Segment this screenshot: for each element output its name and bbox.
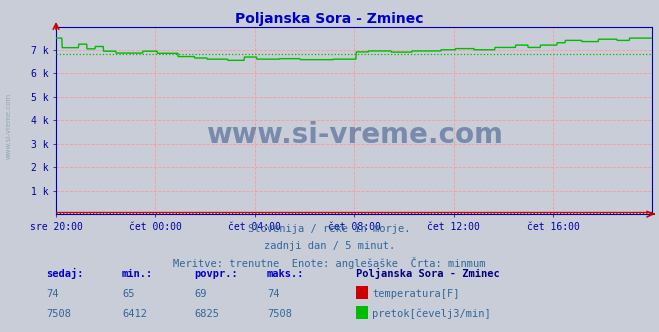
Text: min.:: min.: bbox=[122, 269, 153, 279]
Text: 65: 65 bbox=[122, 289, 134, 299]
Text: Slovenija / reke in morje.: Slovenija / reke in morje. bbox=[248, 224, 411, 234]
Text: povpr.:: povpr.: bbox=[194, 269, 238, 279]
Text: temperatura[F]: temperatura[F] bbox=[372, 289, 460, 299]
Text: 69: 69 bbox=[194, 289, 207, 299]
Text: pretok[čevelj3/min]: pretok[čevelj3/min] bbox=[372, 308, 491, 319]
Text: Poljanska Sora - Zminec: Poljanska Sora - Zminec bbox=[235, 12, 424, 26]
Text: 7508: 7508 bbox=[46, 309, 71, 319]
Text: zadnji dan / 5 minut.: zadnji dan / 5 minut. bbox=[264, 241, 395, 251]
Text: 6825: 6825 bbox=[194, 309, 219, 319]
Text: 74: 74 bbox=[267, 289, 279, 299]
Text: Meritve: trenutne  Enote: anglešaške  Črta: minmum: Meritve: trenutne Enote: anglešaške Črta… bbox=[173, 257, 486, 269]
Text: 6412: 6412 bbox=[122, 309, 147, 319]
Text: Poljanska Sora - Zminec: Poljanska Sora - Zminec bbox=[356, 268, 500, 279]
Text: www.si-vreme.com: www.si-vreme.com bbox=[5, 93, 11, 159]
Text: maks.:: maks.: bbox=[267, 269, 304, 279]
Text: www.si-vreme.com: www.si-vreme.com bbox=[206, 122, 503, 149]
Text: 7508: 7508 bbox=[267, 309, 292, 319]
Text: sedaj:: sedaj: bbox=[46, 268, 84, 279]
Text: 74: 74 bbox=[46, 289, 59, 299]
